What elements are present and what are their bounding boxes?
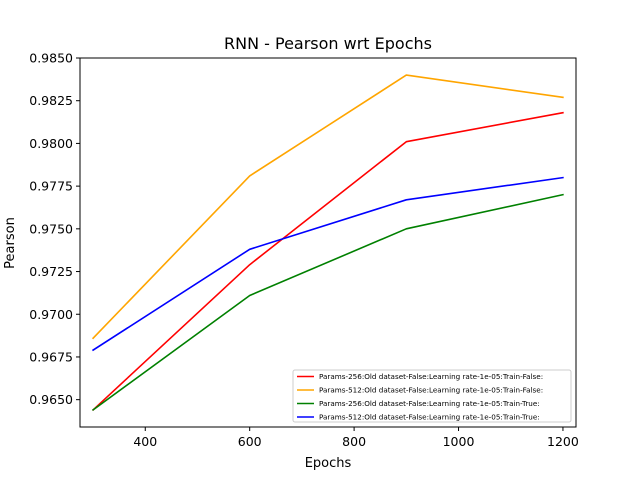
- y-tick-label: 0.9700: [29, 307, 73, 322]
- chart-title: RNN - Pearson wrt Epochs: [224, 34, 432, 53]
- y-tick-label: 0.9675: [29, 349, 73, 364]
- series-line-3: [91, 193, 564, 412]
- x-axis: 400 600 800 1000 1200: [133, 427, 579, 449]
- y-axis-label: Pearson: [3, 217, 18, 269]
- series-line-2: [91, 74, 564, 340]
- plot-area: [91, 74, 564, 412]
- y-tick-label: 0.9650: [29, 392, 73, 407]
- x-tick-label: 1000: [443, 434, 475, 449]
- legend-entry: Params-256:Old dataset-False:Learning ra…: [319, 399, 540, 408]
- x-tick-label: 1200: [547, 434, 579, 449]
- y-tick-label: 0.9850: [29, 51, 73, 66]
- y-tick-label: 0.9750: [29, 221, 73, 236]
- legend-entry: Params-512:Old dataset-False:Learning ra…: [319, 413, 540, 422]
- legend-box: [292, 369, 572, 423]
- x-tick-label: 400: [133, 434, 157, 449]
- y-axis: 0.9650 0.9675 0.9700 0.9725 0.9750 0.9775 0.98…: [29, 51, 80, 407]
- series-line-4: [91, 176, 564, 352]
- x-tick-label: 600: [238, 434, 262, 449]
- y-tick-label: 0.9800: [29, 136, 73, 151]
- legend-entry: Params-256:Old dataset-False:Learning ra…: [319, 372, 543, 381]
- y-tick-label: 0.9725: [29, 264, 73, 279]
- legend-entry: Params-512:Old dataset-False:Learning ra…: [319, 386, 543, 395]
- x-tick-label: 800: [342, 434, 366, 449]
- legend: Params-256:Old dataset-False:Learning ra…: [292, 369, 572, 423]
- x-axis-label: Epochs: [305, 456, 352, 471]
- series-line-1: [91, 111, 564, 412]
- y-tick-label: 0.9775: [29, 179, 73, 194]
- axes-frame: [79, 57, 577, 428]
- y-tick-label: 0.9825: [29, 93, 73, 108]
